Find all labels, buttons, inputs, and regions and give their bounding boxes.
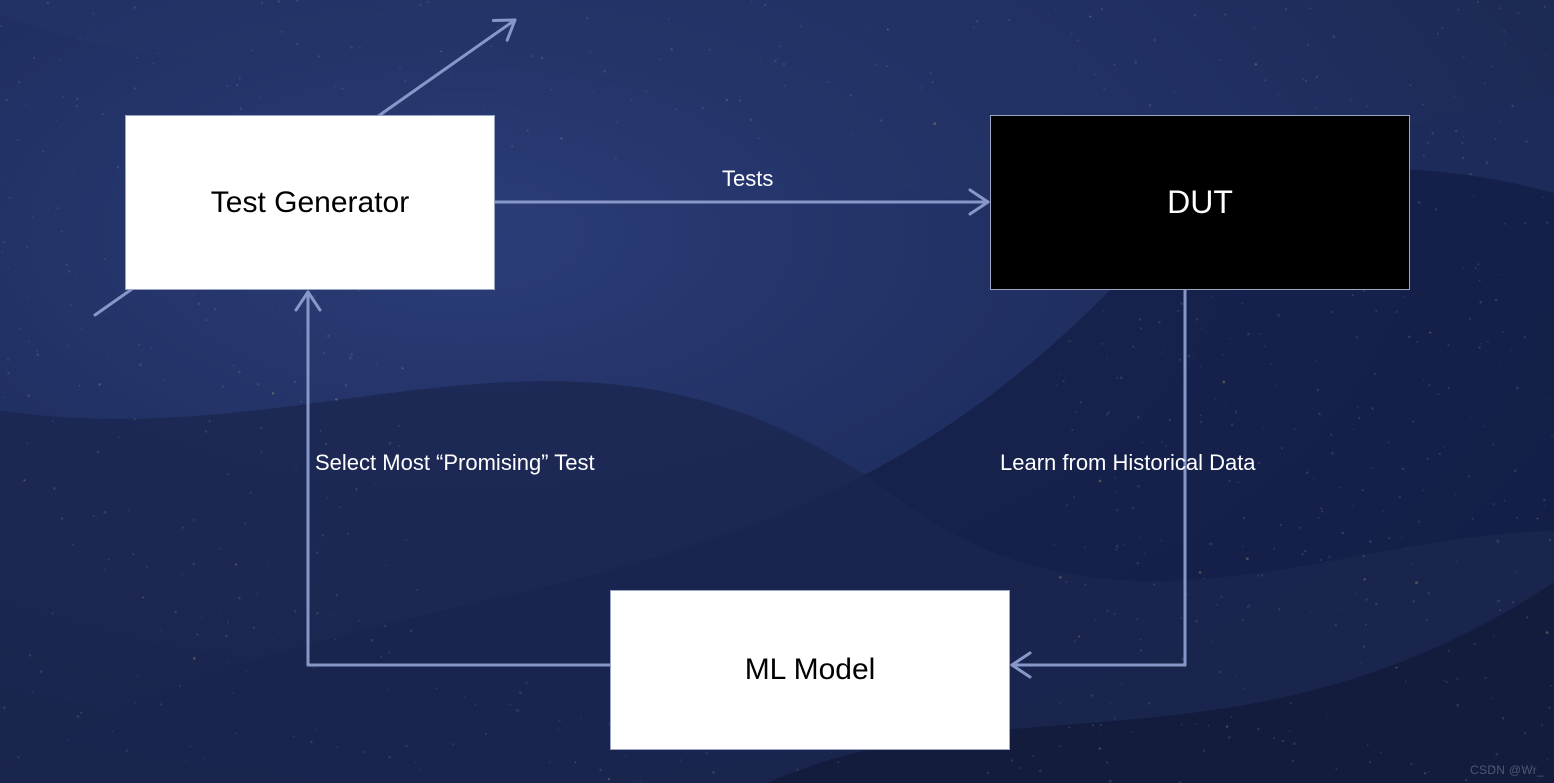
- edge-label-learn: Learn from Historical Data: [1000, 450, 1256, 476]
- node-label: ML Model: [745, 653, 876, 687]
- edge-label-tests: Tests: [722, 166, 773, 192]
- edge-label-select: Select Most “Promising” Test: [315, 450, 595, 476]
- node-ml-model: ML Model: [610, 590, 1010, 750]
- node-label: DUT: [1167, 184, 1233, 221]
- watermark: CSDN @Wr_: [1470, 763, 1544, 777]
- node-test-generator: Test Generator: [125, 115, 495, 290]
- node-dut: DUT: [990, 115, 1410, 290]
- diagram-stage: Test Generator DUT ML Model Tests Learn …: [0, 0, 1554, 783]
- node-label: Test Generator: [211, 186, 409, 220]
